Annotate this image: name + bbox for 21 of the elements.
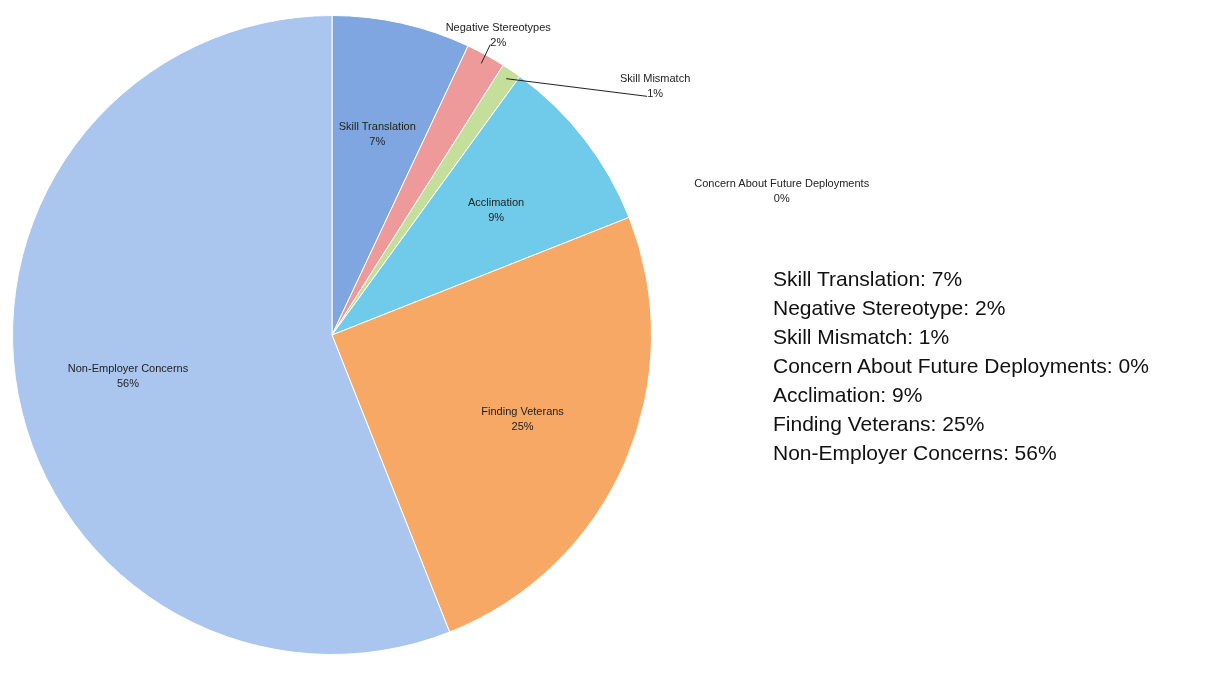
slice-label: Skill Translation [338,120,416,133]
slice-label: Finding Veterans [481,405,565,418]
text: Finding Veterans: 25% [773,411,986,437]
slice-label: Skill Mismatch [619,72,691,85]
data-label: 2% [490,35,507,48]
category-label: Concern About Future Deployments [694,176,870,189]
slice-label: Non-Employer Concerns [67,361,189,374]
text: Acclimation: 9% [773,382,924,408]
text: Skill Mismatch: 1% [773,324,951,350]
slice-label: Acclimation [467,195,525,208]
data-label: 56% [116,376,140,389]
text: Concern About Future Deployments: 0% [773,353,1149,379]
data-label: 9% [488,210,505,223]
text: Skill Translation: 7% [773,266,964,292]
data-label: 7% [369,135,386,148]
data-label: 25% [511,420,534,433]
text: 0% [773,191,790,204]
text: Negative Stereotype: 2% [773,295,1007,321]
text: Non-Employer Concerns: 56% [773,440,1058,466]
data-label: 1% [647,87,664,100]
slice-label: Negative Stereotypes [445,20,552,33]
